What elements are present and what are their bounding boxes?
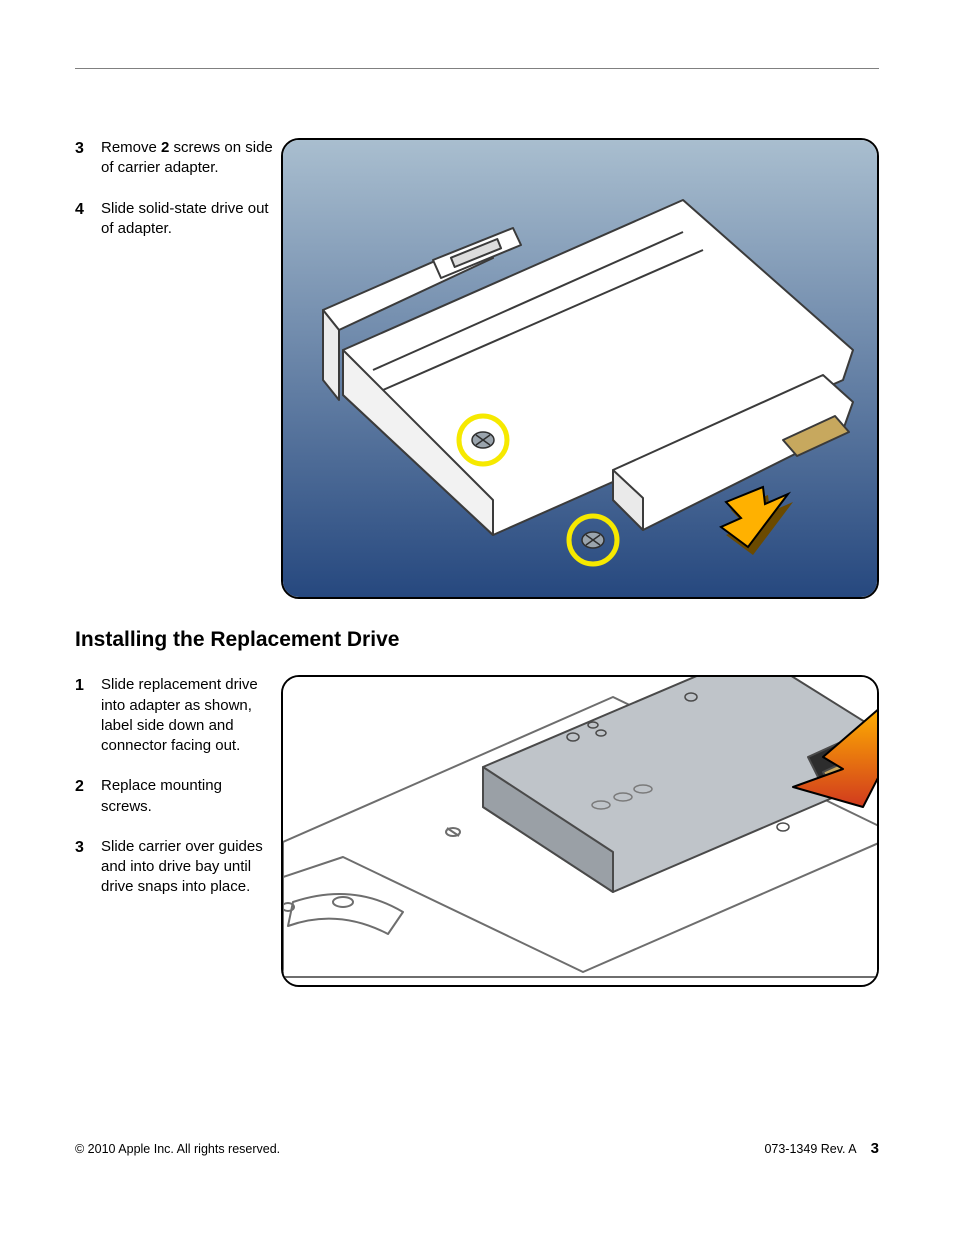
step-number: 4 (75, 199, 101, 240)
step-3: 3 Remove 2 screws on side of carrier ada… (75, 138, 275, 179)
step-number: 2 (75, 776, 101, 817)
doc-number: 073-1349 Rev. A (764, 1142, 856, 1156)
step-2: 2 Replace mounting screws. (75, 776, 275, 817)
step-text: Remove 2 screws on side of carrier adapt… (101, 138, 275, 179)
step-text-pre: Remove (101, 139, 161, 156)
figure1-col (275, 138, 879, 599)
footer-right: 073-1349 Rev. A 3 (764, 1140, 879, 1157)
page-number: 3 (871, 1140, 879, 1157)
copyright: © 2010 Apple Inc. All rights reserved. (75, 1142, 280, 1156)
step-1: 1 Slide replacement drive into adapter a… (75, 675, 275, 756)
figure2-col (275, 675, 879, 987)
content: 3 Remove 2 screws on side of carrier ada… (75, 138, 879, 987)
install-heading: Installing the Replacement Drive (75, 627, 879, 653)
removal-steps: 3 Remove 2 screws on side of carrier ada… (75, 138, 275, 259)
step-text: Replace mounting screws. (101, 776, 275, 817)
step-text: Slide solid-state drive out of adapter. (101, 199, 275, 240)
row-removal: 3 Remove 2 screws on side of carrier ada… (75, 138, 879, 599)
figure-1 (281, 138, 879, 599)
top-rule (75, 68, 879, 69)
step-3-install: 3 Slide carrier over guides and into dri… (75, 837, 275, 898)
footer: © 2010 Apple Inc. All rights reserved. 0… (75, 1140, 879, 1157)
row-install: 1 Slide replacement drive into adapter a… (75, 675, 879, 987)
step-4: 4 Slide solid-state drive out of adapter… (75, 199, 275, 240)
step-text: Slide replacement drive into adapter as … (101, 675, 275, 756)
figure-2-svg (283, 677, 879, 987)
step-number: 1 (75, 675, 101, 756)
page: 3 Remove 2 screws on side of carrier ada… (0, 0, 954, 1235)
step-text-pre: Slide solid-state drive out of adapter. (101, 200, 269, 237)
figure-1-svg (283, 140, 879, 599)
step-number: 3 (75, 138, 101, 179)
figure-2 (281, 675, 879, 987)
step-number: 3 (75, 837, 101, 898)
install-steps: 1 Slide replacement drive into adapter a… (75, 675, 275, 917)
step-text: Slide carrier over guides and into drive… (101, 837, 275, 898)
